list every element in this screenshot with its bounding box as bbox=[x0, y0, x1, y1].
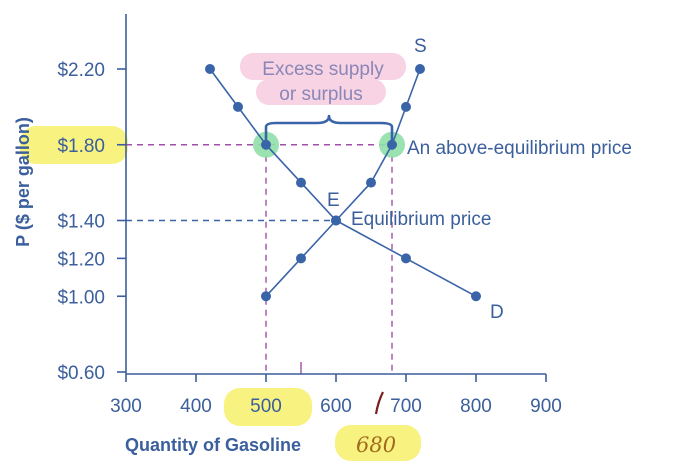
x-tick-label: 500 bbox=[250, 396, 282, 417]
y-tick-label: $1.00 bbox=[57, 287, 105, 308]
supply-point bbox=[296, 253, 306, 264]
supply-point bbox=[401, 101, 411, 112]
x-axis-title: Quantity of Gasoline bbox=[125, 435, 301, 455]
excess-box-line1 bbox=[240, 53, 406, 80]
curves bbox=[205, 64, 481, 302]
equilibrium-price-label: Equilibrium price bbox=[351, 209, 491, 230]
excess-supply-line1: Excess supply bbox=[262, 59, 384, 80]
supply-point bbox=[366, 177, 376, 188]
axes bbox=[117, 14, 547, 382]
x-tick-label: 800 bbox=[460, 396, 492, 417]
demand-point bbox=[296, 177, 306, 188]
y-tick-label: $1.40 bbox=[57, 212, 105, 233]
excess-supply-brace bbox=[264, 114, 394, 140]
demand-point bbox=[205, 64, 215, 74]
highlight-680-handwritten bbox=[335, 425, 421, 461]
handwritten-680: 680 bbox=[356, 433, 396, 457]
highlight-layer bbox=[20, 53, 421, 461]
y-tick-label: $1.20 bbox=[57, 249, 105, 270]
demand-point bbox=[471, 291, 481, 302]
x-tick-label: 700 bbox=[390, 396, 422, 417]
demand-label: D bbox=[490, 302, 504, 323]
above-equilibrium-label: An above-equilibrium price bbox=[407, 138, 632, 159]
x-tick-label: 300 bbox=[110, 396, 142, 417]
x-tick-label: 600 bbox=[320, 396, 352, 417]
equilibrium-point-label: E bbox=[327, 190, 340, 211]
y-tick-label: $1.80 bbox=[57, 136, 105, 157]
y-axis-title: P ($ per gallon) bbox=[13, 117, 33, 247]
x-tick-label: 900 bbox=[530, 396, 562, 417]
excess-supply-line2: or surplus bbox=[279, 84, 362, 105]
supply-point bbox=[415, 64, 425, 74]
supply-point bbox=[331, 215, 341, 226]
supply-point bbox=[387, 139, 397, 150]
demand-point bbox=[401, 253, 411, 264]
supply-label: S bbox=[414, 36, 427, 57]
x-tick-label: 400 bbox=[180, 396, 212, 417]
guide-lines bbox=[126, 144, 393, 374]
demand-point bbox=[233, 101, 243, 112]
demand-point bbox=[261, 139, 271, 150]
supply-point bbox=[261, 291, 271, 302]
y-tick-label: $2.20 bbox=[57, 60, 105, 81]
handwritten-tick-mark bbox=[374, 391, 384, 415]
highlight-180-label bbox=[20, 126, 128, 164]
excess-box-line2 bbox=[256, 79, 386, 105]
highlight-500-tick bbox=[224, 388, 312, 426]
labels: $0.60 $1.00 $1.20 $1.40 $1.80 $2.20 300 400 500 6… bbox=[13, 36, 632, 457]
y-tick-label: $0.60 bbox=[57, 363, 105, 384]
